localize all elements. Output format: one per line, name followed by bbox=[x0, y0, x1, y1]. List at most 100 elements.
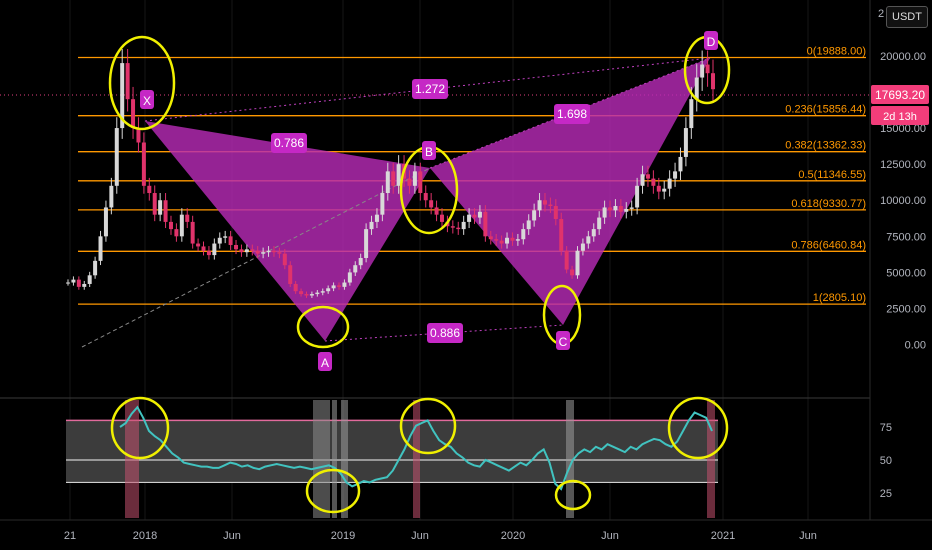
candle-body bbox=[196, 243, 201, 247]
candle-body bbox=[608, 207, 613, 211]
candle-body bbox=[120, 63, 125, 129]
candle-body bbox=[271, 250, 276, 253]
time-tick: 2019 bbox=[331, 530, 355, 542]
currency-button[interactable]: USDT bbox=[886, 6, 928, 28]
candle-body bbox=[71, 279, 76, 283]
fib-label: 0.618(9330.77) bbox=[791, 198, 866, 210]
candle-body bbox=[602, 207, 607, 218]
candle-body bbox=[423, 193, 428, 201]
candle-body bbox=[407, 178, 412, 186]
candle-body bbox=[125, 63, 130, 100]
candle-body bbox=[114, 128, 119, 186]
ratio-label: 0.786 bbox=[274, 136, 304, 150]
candle-body bbox=[261, 252, 266, 254]
point-label-bg bbox=[318, 352, 332, 371]
candle-body bbox=[315, 292, 320, 295]
ratio-label: 1.272 bbox=[415, 82, 445, 96]
point-label-bg bbox=[704, 31, 718, 50]
rsi-tick: 75 bbox=[880, 422, 892, 434]
candle-body bbox=[369, 221, 374, 230]
highlight-ellipse bbox=[110, 396, 170, 460]
axes: 20000.0017500.0015000.0012500.0010000.00… bbox=[64, 8, 929, 542]
rsi-signal-zone bbox=[125, 400, 139, 518]
candle-body bbox=[304, 294, 309, 296]
price-tag-bg bbox=[871, 85, 929, 104]
candle-body bbox=[689, 99, 694, 129]
price-tick: 12500.00 bbox=[880, 159, 926, 171]
candle-body bbox=[705, 64, 710, 74]
xab-triangle bbox=[145, 121, 430, 341]
candle-body bbox=[635, 185, 640, 208]
candle-body bbox=[103, 207, 108, 237]
point-label-b: B bbox=[425, 145, 433, 159]
bcd-triangle bbox=[430, 58, 710, 325]
candle-body bbox=[694, 77, 699, 100]
candle-body bbox=[76, 279, 81, 287]
candle-body bbox=[66, 282, 70, 284]
fib-label: 0.786(6460.84) bbox=[791, 239, 866, 251]
candle-body bbox=[597, 217, 602, 230]
price-tick: 5000.00 bbox=[886, 267, 926, 279]
highlight-ellipse bbox=[554, 479, 592, 511]
candle-body bbox=[364, 229, 369, 258]
rsi-signal-zone bbox=[313, 400, 330, 518]
fib-label: 1(2805.10) bbox=[813, 292, 866, 304]
candle-body bbox=[136, 128, 141, 143]
highlight-ellipse bbox=[108, 35, 176, 131]
candle-body bbox=[640, 174, 645, 186]
candle-body bbox=[374, 214, 379, 222]
candle-body bbox=[553, 206, 558, 220]
candle-body bbox=[353, 265, 358, 273]
price-tick: 7500.00 bbox=[886, 231, 926, 243]
candle-body bbox=[234, 244, 239, 250]
candle-body bbox=[282, 253, 287, 266]
candle-body bbox=[391, 171, 396, 186]
candle-body bbox=[201, 246, 206, 251]
candle-body bbox=[678, 156, 683, 172]
rsi-panel bbox=[66, 400, 718, 518]
candle-body bbox=[98, 236, 103, 261]
candle-body bbox=[542, 200, 547, 205]
fib-label: 0.5(11346.55) bbox=[798, 169, 866, 181]
candle-body bbox=[439, 214, 444, 222]
candle-body bbox=[255, 250, 260, 254]
candle-body bbox=[418, 171, 423, 194]
candle-body bbox=[293, 283, 298, 292]
candle-body bbox=[450, 226, 455, 228]
candle-body bbox=[223, 236, 228, 238]
price-tick: 2500.00 bbox=[886, 304, 926, 316]
ratio-label: 0.886 bbox=[430, 326, 460, 340]
candle-body bbox=[629, 207, 634, 209]
price-tick-top: 2 bbox=[878, 8, 884, 20]
candle-body bbox=[385, 171, 390, 194]
candle-body bbox=[380, 193, 385, 215]
highlight-ellipse bbox=[305, 468, 361, 514]
point-label-bg bbox=[140, 90, 154, 109]
candle-body bbox=[109, 185, 114, 208]
time-tick: 2021 bbox=[711, 530, 735, 542]
candle-body bbox=[168, 221, 173, 230]
fib-label: 0.382(13362.33) bbox=[785, 140, 866, 152]
candle-body bbox=[429, 200, 434, 208]
ratio-label-bg bbox=[412, 79, 448, 99]
time-tick: 2018 bbox=[133, 530, 157, 542]
rsi-signal-zone bbox=[566, 400, 574, 518]
price-tag: 17693.20 bbox=[875, 88, 925, 102]
candle-body bbox=[711, 73, 715, 90]
candle-body bbox=[288, 265, 293, 284]
candle-body bbox=[461, 221, 466, 230]
candle-body bbox=[326, 288, 331, 292]
rsi-signal-zone bbox=[707, 400, 715, 518]
candle-body bbox=[239, 249, 244, 253]
candle-body bbox=[683, 128, 688, 157]
candle-body bbox=[645, 174, 650, 179]
candle-body bbox=[532, 210, 537, 221]
ratio-label: 1.698 bbox=[557, 107, 587, 121]
candle-body bbox=[342, 282, 347, 287]
candle-body bbox=[347, 272, 352, 283]
candle-body bbox=[152, 193, 157, 215]
time-tick: Jun bbox=[601, 530, 619, 542]
candle-body bbox=[331, 285, 336, 289]
candle-body bbox=[396, 164, 401, 186]
time-tick: 21 bbox=[64, 530, 76, 542]
